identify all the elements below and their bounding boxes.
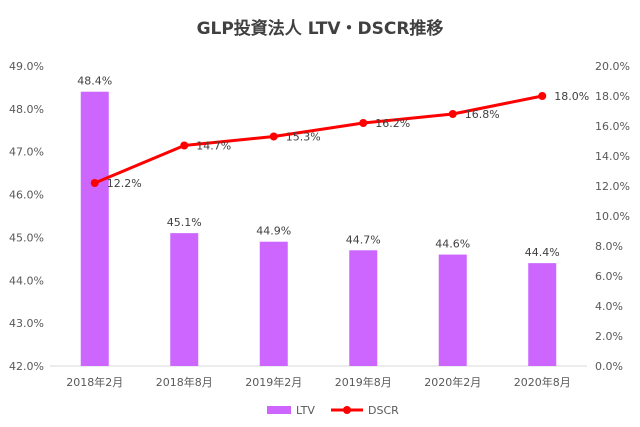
y-right-tick-label: 20.0% xyxy=(595,60,630,73)
bar-data-label: 44.6% xyxy=(435,238,470,251)
line-dscr xyxy=(94,94,543,185)
line-data-label: 14.7% xyxy=(196,140,231,153)
bar-ltv xyxy=(170,233,199,366)
x-tick-label: 2020年8月 xyxy=(514,375,571,389)
bar-data-label: 45.1% xyxy=(167,216,202,229)
x-tick-label: 2018年2月 xyxy=(66,375,123,389)
y-left-tick-label: 43.0% xyxy=(9,317,44,330)
y-right-tick-label: 6.0% xyxy=(595,270,623,283)
line-data-label: 16.8% xyxy=(465,108,500,121)
y-right-tick-label: 12.0% xyxy=(595,180,630,193)
x-tick-label: 2019年2月 xyxy=(245,375,302,389)
chart-title: GLP投資法人 LTV・DSCR推移 xyxy=(196,19,444,39)
line-point-dscr xyxy=(448,110,457,118)
line-point-dscr xyxy=(180,141,189,150)
bar-ltv xyxy=(528,263,557,366)
x-tick-label: 2019年8月 xyxy=(335,375,392,389)
x-tick-label: 2018年8月 xyxy=(156,375,213,389)
y-right-tick-label: 0.0% xyxy=(595,360,623,373)
y-right-tick-label: 2.0% xyxy=(595,330,623,343)
y-left-tick-label: 45.0% xyxy=(9,231,44,244)
y-right-tick-label: 16.0% xyxy=(595,120,630,133)
legend-swatch-ltv xyxy=(267,406,291,414)
bar-data-label: 44.9% xyxy=(256,225,291,238)
line-data-label: 15.3% xyxy=(286,131,321,144)
y-left-tick-label: 48.0% xyxy=(9,103,44,116)
bar-ltv xyxy=(80,91,109,366)
line-point-dscr xyxy=(90,179,99,187)
line-data-label: 18.0% xyxy=(554,90,589,103)
y-right-tick-label: 4.0% xyxy=(595,300,623,313)
line-data-label: 12.2% xyxy=(107,177,142,190)
bar-data-label: 48.4% xyxy=(77,75,112,88)
y-right-tick-label: 10.0% xyxy=(595,210,630,223)
y-left-tick-label: 44.0% xyxy=(9,274,44,287)
y-right-tick-label: 18.0% xyxy=(595,90,630,103)
y-left-tick-label: 47.0% xyxy=(9,146,44,159)
line-data-label: 16.2% xyxy=(375,117,410,130)
y-right-tick-label: 8.0% xyxy=(595,240,623,253)
y-right-tick-label: 14.0% xyxy=(595,150,630,163)
line-point-dscr xyxy=(269,132,278,141)
legend-label-dscr: DSCR xyxy=(368,404,399,417)
bar-data-label: 44.7% xyxy=(346,233,381,246)
legend-label-ltv: LTV xyxy=(296,404,315,417)
x-tick-label: 2020年2月 xyxy=(424,375,481,389)
y-left-tick-label: 49.0% xyxy=(9,60,44,73)
bar-ltv xyxy=(259,241,288,366)
line-point-dscr xyxy=(538,92,547,100)
bar-ltv xyxy=(349,250,378,366)
y-left-tick-label: 46.0% xyxy=(9,189,44,202)
y-left-tick-label: 42.0% xyxy=(9,360,44,373)
line-point-dscr xyxy=(359,119,368,127)
legend-marker-dscr xyxy=(343,406,351,414)
bar-ltv xyxy=(438,254,467,366)
bar-data-label: 44.4% xyxy=(525,246,560,259)
